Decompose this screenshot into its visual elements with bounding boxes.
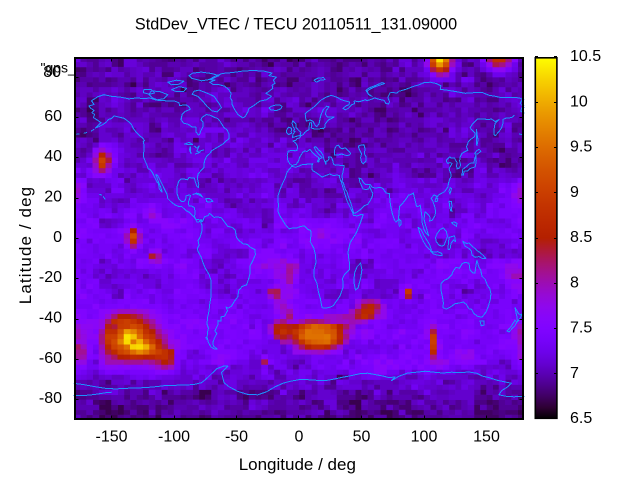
svg-text:"gps_: "gps_ <box>41 60 77 76</box>
svg-text:60: 60 <box>44 108 62 125</box>
svg-text:-60: -60 <box>39 350 62 367</box>
svg-text:20: 20 <box>44 189 62 206</box>
svg-text:80: 80 <box>43 64 61 81</box>
svg-text:7: 7 <box>570 365 579 382</box>
svg-text:9: 9 <box>570 184 579 201</box>
svg-text:50: 50 <box>353 429 371 446</box>
svg-text:9.5: 9.5 <box>570 139 592 156</box>
svg-text:0: 0 <box>53 229 62 246</box>
svg-text:7.5: 7.5 <box>570 320 592 337</box>
svg-text:StdDev_VTEC / TECU 20110511_13: StdDev_VTEC / TECU 20110511_131.09000 <box>135 16 457 34</box>
svg-text:100: 100 <box>411 429 438 446</box>
svg-text:40: 40 <box>44 148 62 165</box>
svg-text:-50: -50 <box>225 429 248 446</box>
svg-text:8.5: 8.5 <box>570 229 592 246</box>
svg-text:-80: -80 <box>39 390 62 407</box>
svg-text:150: 150 <box>473 429 500 446</box>
svg-text:Longitude / deg: Longitude / deg <box>239 455 356 474</box>
svg-text:Latitude / deg: Latitude / deg <box>16 186 35 304</box>
svg-text:10: 10 <box>570 94 588 111</box>
svg-text:-150: -150 <box>95 429 127 446</box>
svg-text:-20: -20 <box>39 269 62 286</box>
svg-text:6.5: 6.5 <box>570 410 592 427</box>
svg-text:8: 8 <box>570 274 579 291</box>
svg-text:10.5: 10.5 <box>570 48 601 65</box>
svg-text:-100: -100 <box>158 429 190 446</box>
svg-text:-40: -40 <box>39 310 62 327</box>
svg-text:0: 0 <box>295 429 304 446</box>
